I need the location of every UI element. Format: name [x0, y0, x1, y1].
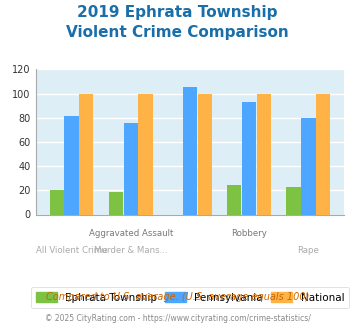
Text: Murder & Mans...: Murder & Mans...	[94, 247, 168, 255]
Bar	[183, 87, 197, 214]
Bar	[109, 191, 123, 214]
Bar	[64, 116, 78, 214]
Bar	[138, 93, 153, 214]
Bar	[242, 102, 256, 214]
Bar	[227, 185, 241, 214]
Text: All Violent Crime: All Violent Crime	[36, 247, 107, 255]
Text: 2019 Ephrata Township: 2019 Ephrata Township	[77, 5, 278, 20]
Bar	[257, 93, 271, 214]
Text: © 2025 CityRating.com - https://www.cityrating.com/crime-statistics/: © 2025 CityRating.com - https://www.city…	[45, 314, 310, 323]
Legend: Ephrata Township, Pennsylvania, National: Ephrata Township, Pennsylvania, National	[31, 286, 349, 308]
Text: Robbery: Robbery	[231, 229, 267, 238]
Bar	[198, 93, 212, 214]
Bar	[301, 118, 316, 214]
Text: Compared to U.S. average. (U.S. average equals 100): Compared to U.S. average. (U.S. average …	[46, 292, 309, 302]
Text: Rape: Rape	[297, 247, 320, 255]
Text: Aggravated Assault: Aggravated Assault	[88, 229, 173, 238]
Bar	[79, 93, 93, 214]
Bar	[124, 122, 138, 214]
Bar	[316, 93, 330, 214]
Bar	[286, 187, 301, 214]
Bar	[50, 190, 64, 215]
Text: Violent Crime Comparison: Violent Crime Comparison	[66, 25, 289, 40]
